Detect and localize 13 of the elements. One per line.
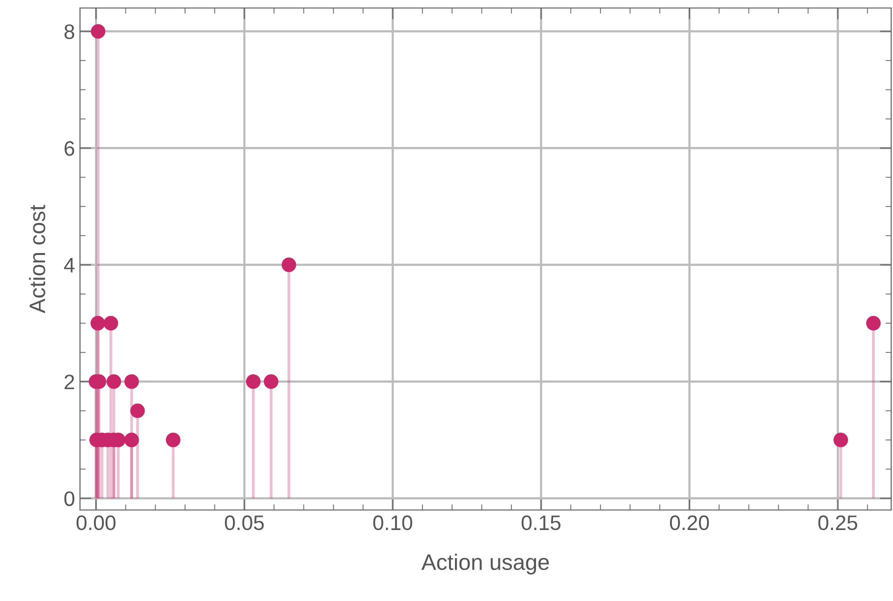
- x-axis-title: Action usage: [421, 554, 549, 574]
- y-tick-label: 0: [64, 491, 74, 506]
- y-tick-label: 2: [64, 374, 74, 390]
- x-tick-label: 0.20: [670, 515, 709, 530]
- y-tick-label: 6: [64, 141, 74, 156]
- y-axis-title: Action cost: [28, 204, 46, 314]
- x-tick-label: 0.10: [373, 515, 412, 530]
- x-tick-label: 0.25: [818, 515, 858, 530]
- x-tick-label: 0.15: [522, 515, 560, 530]
- x-tick-label: 0.00: [76, 515, 116, 530]
- y-tick-label: 8: [64, 24, 74, 40]
- x-tick-label: 0.05: [224, 515, 264, 530]
- y-tick-label: 4: [64, 258, 75, 272]
